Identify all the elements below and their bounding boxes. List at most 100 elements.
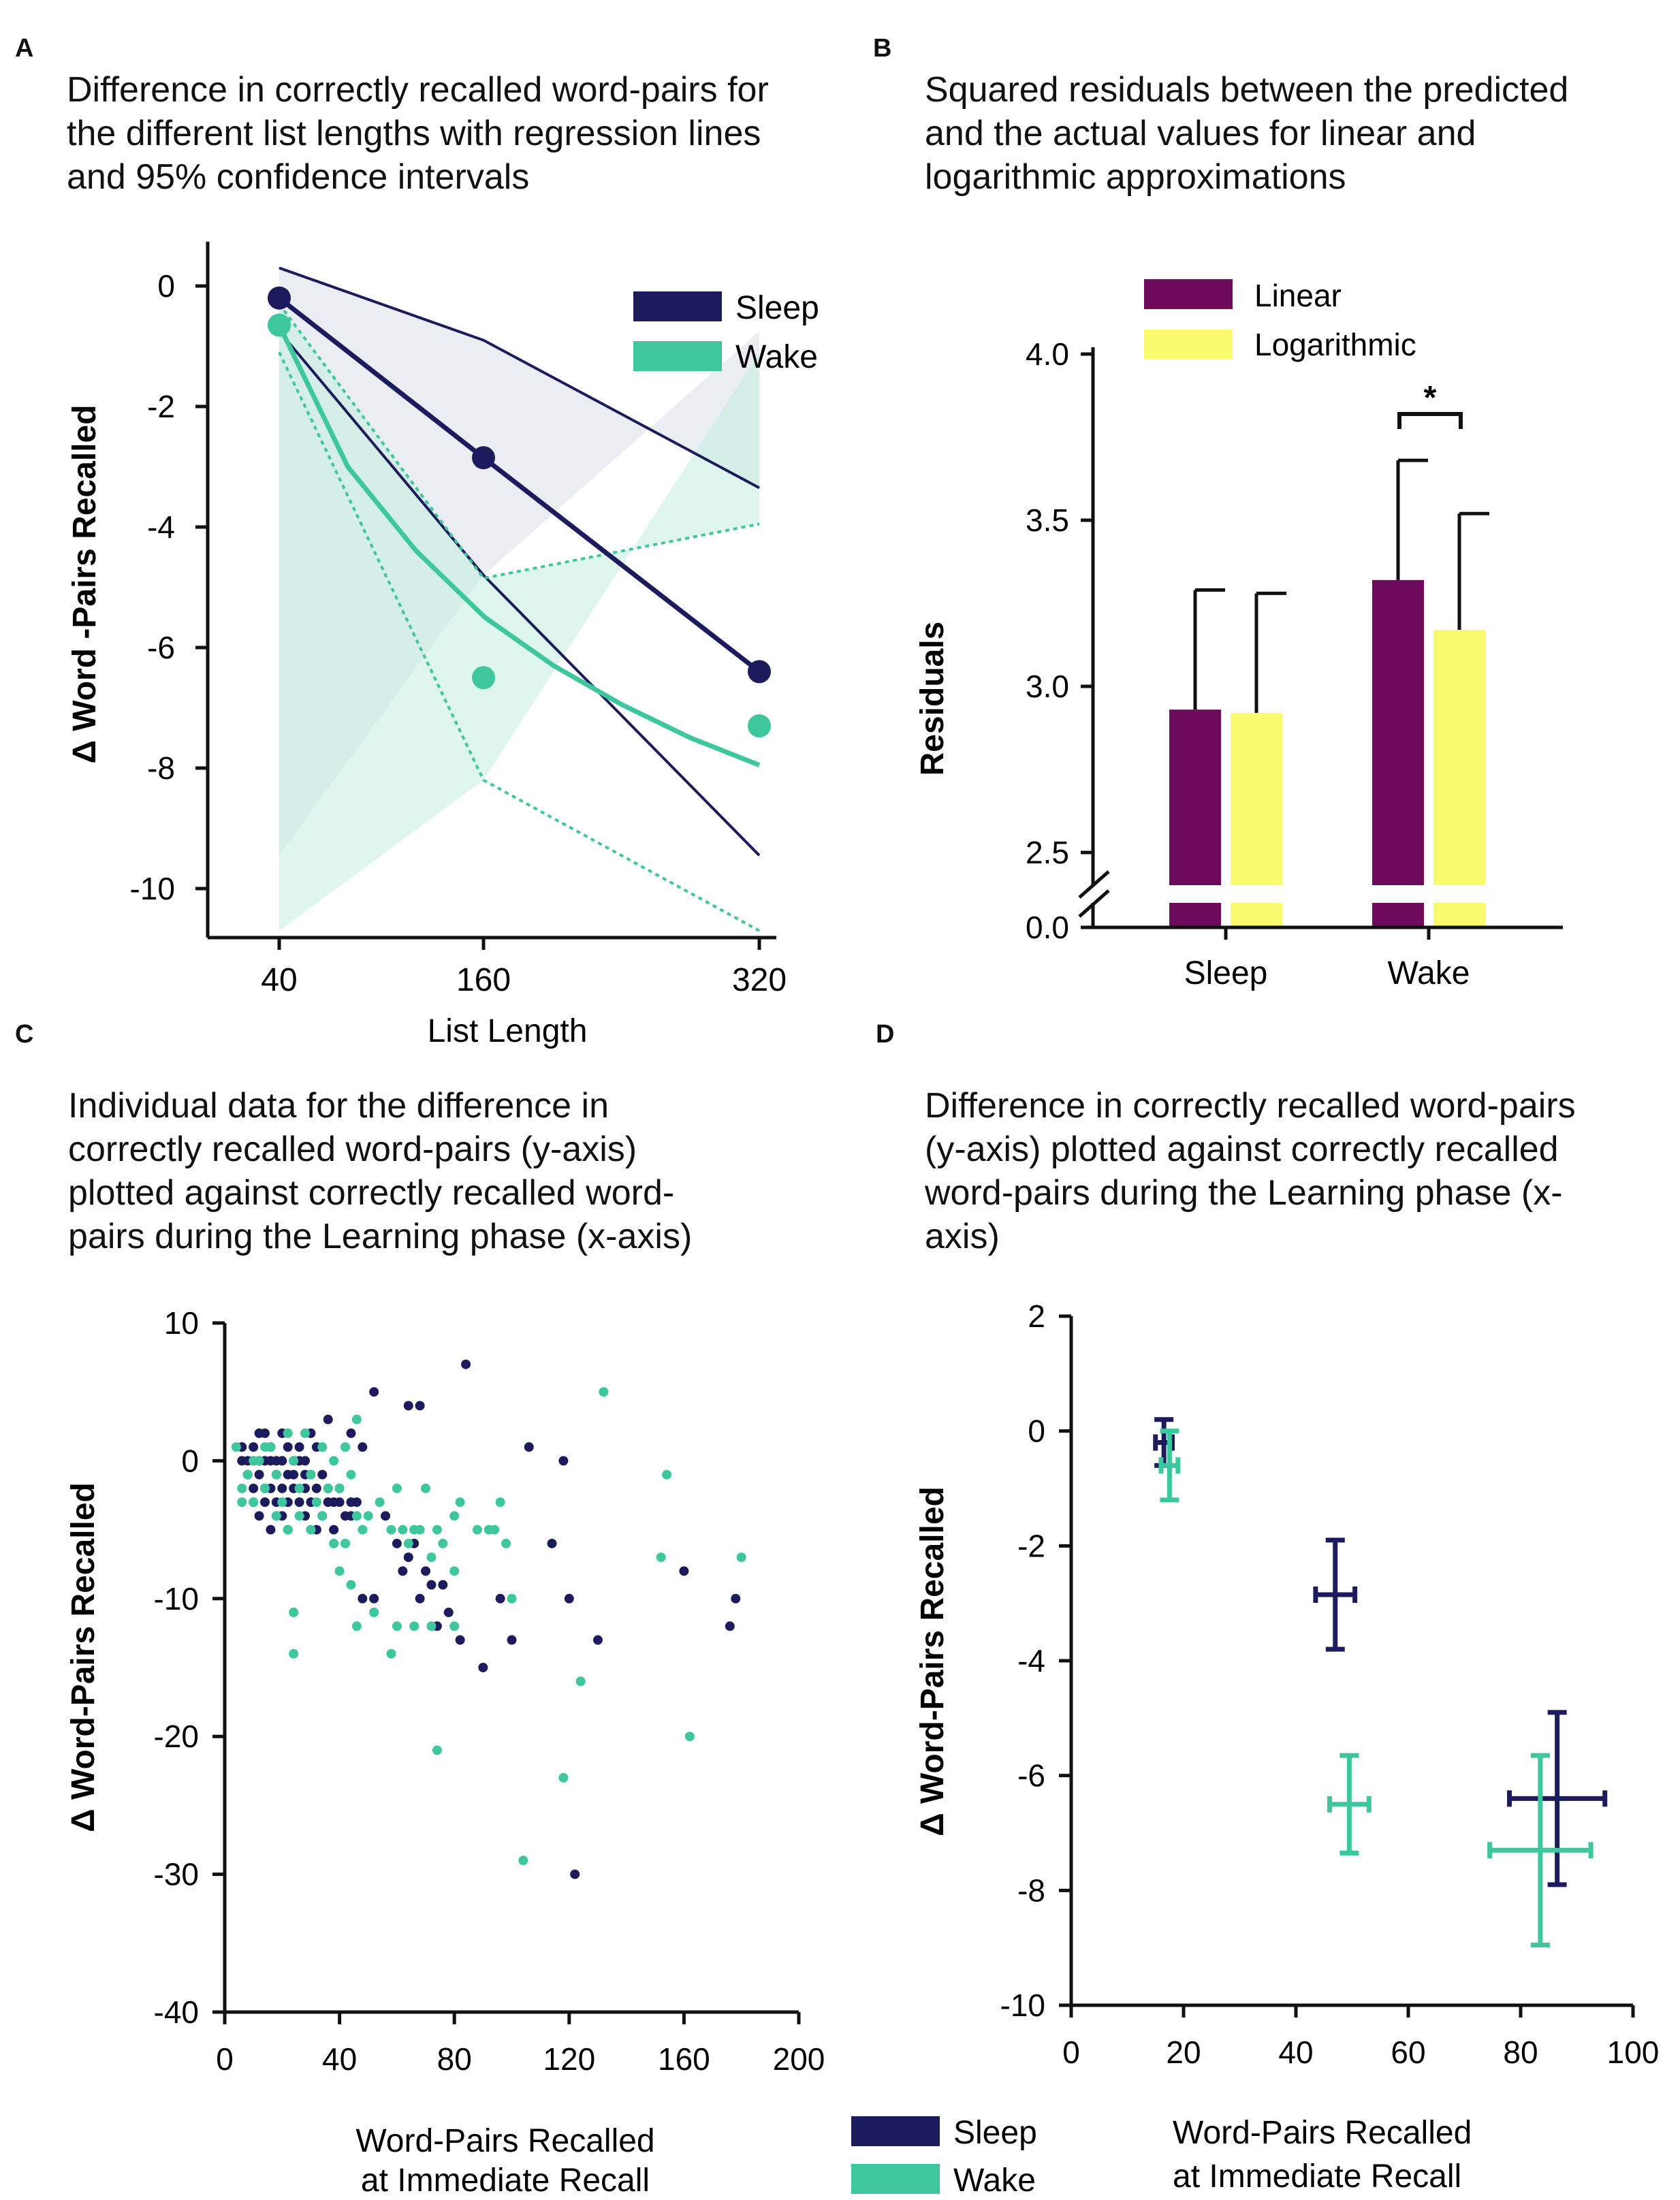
sleep-data-point [415,1593,425,1604]
panel-d-y-tick-label: -10 [1000,1988,1045,2023]
wake-data-point [472,1525,482,1535]
panel-a-x-axis-label: List Length [428,1013,588,1049]
wake-data-point [358,1525,368,1535]
panel-letter-a: A [15,34,34,63]
panel-a-title: Difference in correctly recalled word-pa… [67,70,769,197]
bottom-legend-sleep-label: Sleep [953,2115,1037,2151]
wake-data-point [449,1566,460,1576]
wake-data-point [271,1511,281,1521]
wake-data-point [277,1497,287,1508]
panel-d-y-tick-label: 0 [1028,1414,1045,1449]
wake-data-point [242,1469,253,1480]
sleep-ci-lower-line [278,330,761,857]
panel-d-x-tick-label: 0 [1062,2035,1080,2070]
wake-data-point [289,1456,299,1466]
panel-d-y-tick-label: -6 [1017,1758,1045,1794]
sleep-data-point [277,1456,287,1466]
wake-data-point [662,1469,672,1480]
wake-data-point [351,1414,362,1424]
panel-a-legend-wake-swatch [633,341,722,371]
panel-a-x-tick-label: 320 [732,962,787,998]
panel-a-x-tick-label: 160 [456,962,511,998]
sleep-data-point [334,1497,345,1508]
panel-c-y-axis-label: Δ Word-Pairs Recalled [65,1482,101,1832]
panel-a-y-tick-label: -10 [130,871,175,906]
sleep-data-point [570,1869,580,1879]
panel-c-x-tick-label: 200 [773,2041,825,2077]
sleep-data-point [346,1428,356,1438]
sleep-data-point [277,1483,287,1493]
wake-data-point [334,1566,345,1576]
panel-a-y-tick-label: 0 [157,268,175,304]
wake-mean-point [472,666,495,690]
panel-b-y-tick-label: 2.5 [1026,835,1069,870]
sleep-mean-point [472,446,495,470]
panel-d-y-axis-label: Δ Word-Pairs Recalled [915,1486,951,1836]
panel-b-x-tick-label: Wake [1388,955,1470,991]
panel-a-y-axis-label: Δ Word -Pairs Recalled [67,404,103,763]
wake-data-point [237,1483,247,1493]
panel-b-legend-linear-label: Linear [1254,278,1342,313]
panel-d-title: Difference in correctly recalled word-pa… [925,1086,1576,1256]
wake-data-point [415,1525,425,1535]
sleep-data-point [421,1566,431,1576]
sleep-data-point [403,1552,413,1563]
panel-b-title: Squared residuals between the predicted … [925,70,1569,197]
panel-c-title: Individual data for the difference in co… [68,1086,693,1256]
sleep-mean-point [268,286,291,310]
panel-d-y-tick-label: -8 [1017,1872,1045,1908]
panel-b-y-tick-label: 0.0 [1026,910,1069,945]
logarithmic-bar [1433,630,1485,927]
sleep-data-point [249,1442,259,1452]
sleep-data-point [254,1469,264,1480]
wake-data-point [449,1511,460,1521]
sleep-data-point [443,1608,454,1618]
wake-data-point [386,1648,396,1659]
panel-a-y-tick-label: -2 [147,389,175,424]
wake-data-point [317,1511,328,1521]
wake-data-point [237,1497,247,1508]
sleep-ci-band [279,268,759,856]
sleep-data-point [381,1511,391,1521]
panel-b-y-axis-label: Residuals [915,622,951,776]
wake-data-point [311,1497,321,1508]
wake-data-point [426,1552,437,1563]
wake-data-point [283,1428,293,1438]
wake-data-point [231,1442,241,1452]
wake-data-point [317,1442,328,1452]
bottom-legend-wake-swatch [851,2164,940,2194]
wake-data-point [409,1621,419,1631]
panel-b-y-tick-label: 4.0 [1026,336,1069,372]
panel-a-y-tick-label: -4 [147,509,175,545]
panel-c-x-tick-label: 0 [216,2041,234,2077]
panel-c-y-tick-label: -10 [154,1581,199,1616]
panel-d-x-tick-label: 20 [1166,2035,1201,2070]
sleep-data-point [426,1580,437,1590]
wake-data-point [392,1621,402,1631]
sleep-data-point [725,1621,735,1631]
sleep-data-point [351,1497,362,1508]
panel-c-x-tick-label: 120 [543,2041,595,2077]
wake-data-point [403,1538,413,1548]
wake-data-point [249,1456,259,1466]
wake-data-point [363,1511,373,1521]
panel-c-x-tick-label: 160 [658,2041,710,2077]
axis-break-mark [1078,870,1110,899]
sleep-data-point [592,1635,603,1645]
sleep-data-point [495,1593,505,1604]
panel-c-x-axis-label-line1: Word-Pairs Recalled [355,2123,654,2159]
significance-star: * [1424,380,1437,416]
wake-data-point [329,1538,339,1548]
wake-data-point [340,1442,351,1452]
wake-data-point [346,1469,356,1480]
wake-mean-point [268,313,291,337]
sleep-data-point [392,1538,402,1548]
wake-data-point [283,1525,293,1535]
panel-a-x-tick-label: 40 [261,962,297,998]
sleep-data-point [398,1566,408,1576]
wake-data-point [398,1525,408,1535]
sleep-data-point [260,1497,270,1508]
wake-data-point [340,1538,351,1548]
panel-a-y-tick-label: -8 [147,750,175,786]
wake-data-point [656,1552,666,1563]
